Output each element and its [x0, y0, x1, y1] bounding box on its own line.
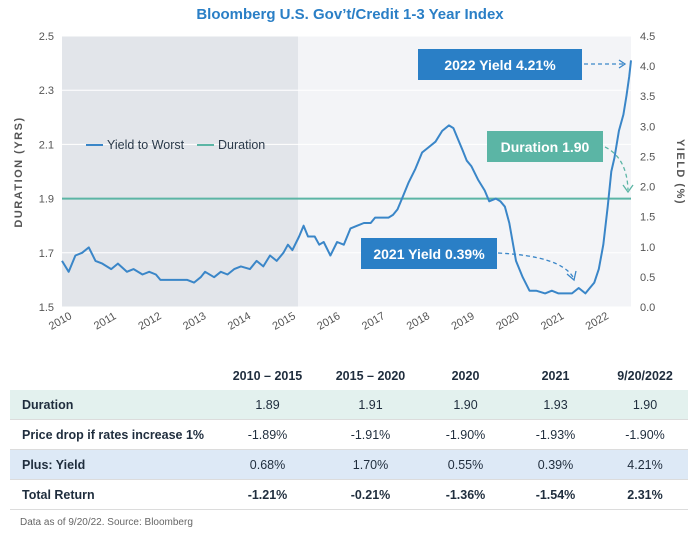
callout-duration-box [487, 131, 603, 162]
x-tick-label: 2016 [315, 310, 342, 333]
callout-duration-text: Duration 1.90 [501, 139, 590, 155]
table-cell: -1.21% [247, 487, 288, 502]
right-tick-label: 3.5 [640, 91, 655, 103]
callout-2022-yield-arrowhead [618, 59, 627, 69]
right-tick-label: 1.5 [640, 212, 655, 224]
left-tick-label: 1.7 [39, 248, 54, 260]
x-axis-ticks: 2010 2011 2012 2013 2014 2015 2016 2017 2018 2019… [47, 310, 611, 333]
table-cell: 0.68% [216, 449, 319, 480]
table-header-cell: 9/20/2022 [617, 369, 673, 383]
table-row-total-return: Total Return -1.21% -0.21% -1.36% -1.54%… [10, 480, 688, 510]
row-label: Total Return [22, 487, 95, 502]
table-header-cell [10, 362, 216, 390]
table-header-cell: 2010 – 2015 [232, 369, 303, 383]
left-tick-label: 1.5 [39, 302, 54, 314]
table-cell: -1.36% [445, 487, 486, 502]
row-label: Plus: Yield [10, 449, 216, 480]
table-cell: 4.21% [602, 449, 688, 480]
callout-2021-yield-box [361, 238, 497, 269]
left-tick-label: 2.3 [39, 85, 54, 97]
x-tick-label: 2020 [494, 310, 521, 333]
table-cell: -1.89% [247, 427, 288, 442]
x-tick-label: 2017 [360, 310, 387, 333]
chart-title: Bloomberg U.S. Gov’t/Credit 1-3 Year Ind… [196, 6, 504, 23]
footnote: Data as of 9/20/22. Source: Bloomberg [20, 517, 193, 528]
x-tick-label: 2019 [449, 310, 476, 333]
table-header-row: 2010 – 2015 2015 – 2020 2020 2021 9/20/2… [10, 362, 688, 390]
line-chart: 1.5 1.7 1.9 2.1 2.3 2.5 0.0 0.5 1.0 1.5 2.0 2.5 3.0… [13, 31, 686, 333]
right-tick-label: 4.5 [640, 31, 655, 43]
left-tick-label: 1.9 [39, 194, 54, 206]
left-axis-label: DURATION (YRS) [13, 116, 25, 227]
legend-label-yield-to-worst: Yield to Worst [107, 138, 185, 152]
callout-duration-arrowhead [622, 184, 634, 194]
table-cell: -1.93% [535, 427, 576, 442]
left-axis-ticks: 1.5 1.7 1.9 2.1 2.3 2.5 [39, 31, 54, 314]
x-tick-label: 2014 [226, 310, 253, 333]
right-tick-label: 3.0 [640, 121, 655, 133]
table-cell: 1.91 [319, 390, 422, 420]
table-cell: 2.31% [627, 487, 663, 502]
x-tick-label: 2018 [405, 310, 432, 333]
table-cell: 0.39% [509, 449, 602, 480]
right-tick-label: 1.0 [640, 242, 655, 254]
right-axis-ticks: 0.0 0.5 1.0 1.5 2.0 2.5 3.0 3.5 4.0 4.5 [640, 31, 655, 314]
left-tick-label: 2.5 [39, 31, 54, 43]
table-cell: 1.70% [319, 449, 422, 480]
table-cell: -1.91% [350, 427, 391, 442]
right-tick-label: 2.0 [640, 182, 655, 194]
x-tick-label: 2022 [584, 310, 611, 333]
table-cell: -1.90% [445, 427, 486, 442]
x-tick-label: 2012 [136, 310, 163, 333]
table-row-price-drop: Price drop if rates increase 1% -1.89% -… [10, 420, 688, 450]
callout-2022-yield-box [418, 49, 582, 80]
callout-2021-yield-text: 2021 Yield 0.39% [373, 246, 485, 262]
table-cell: 1.93 [509, 390, 602, 420]
row-label: Duration [10, 390, 216, 420]
legend-label-duration: Duration [218, 138, 265, 152]
table-cell: 1.90 [422, 390, 509, 420]
left-tick-label: 2.1 [39, 139, 54, 151]
x-tick-label: 2011 [92, 310, 118, 332]
table-cell: 1.89 [216, 390, 319, 420]
yield-to-worst-series-line [61, 60, 632, 295]
x-tick-label: 2015 [271, 310, 298, 333]
table-cell: -1.90% [625, 427, 665, 442]
table-cell: 0.55% [422, 449, 509, 480]
table-cell: -0.21% [350, 487, 391, 502]
right-tick-label: 0.5 [640, 272, 655, 284]
right-tick-label: 2.5 [640, 151, 655, 163]
right-axis-label: YIELD (%) [674, 139, 686, 205]
callout-2021-yield-arrowhead [566, 270, 577, 282]
table-header-cell: 2020 [451, 369, 480, 383]
right-tick-label: 4.0 [640, 61, 655, 73]
row-label: Price drop if rates increase 1% [22, 427, 205, 442]
x-tick-label: 2021 [539, 310, 566, 333]
table-row-duration: Duration 1.89 1.91 1.90 1.93 1.90 [10, 390, 688, 420]
table-header-cell: 2015 – 2020 [335, 369, 406, 383]
table-cell: 1.90 [602, 390, 688, 420]
right-tick-label: 0.0 [640, 302, 655, 314]
table-header-cell: 2021 [541, 369, 570, 383]
callout-duration-arrow [604, 146, 629, 191]
table-cell: -1.54% [535, 487, 576, 502]
callout-2021-yield-arrow [497, 252, 574, 278]
x-tick-label: 2013 [181, 310, 208, 333]
callout-2022-yield-text: 2022 Yield 4.21% [444, 57, 556, 73]
returns-table: 2010 – 2015 2015 – 2020 2020 2021 9/20/2… [10, 362, 688, 510]
table-row-yield: Plus: Yield 0.68% 1.70% 0.55% 0.39% 4.21… [10, 449, 688, 480]
